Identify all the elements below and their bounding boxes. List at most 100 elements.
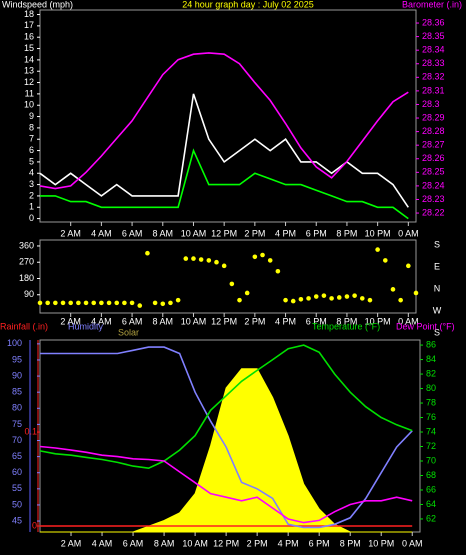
x-tick-label: 2 PM <box>247 538 268 548</box>
x-tick-label: 2 AM <box>60 228 81 238</box>
y-tick-label: 90 <box>24 289 34 299</box>
y2-tick-label: 28.32 <box>422 72 445 82</box>
x-tick-label: 6 PM <box>306 228 327 238</box>
y-tick-label: 14 <box>24 54 34 64</box>
series-line <box>40 346 413 529</box>
y-tick-label: 60 <box>12 467 22 477</box>
direction-point <box>175 297 181 303</box>
direction-point <box>352 293 357 298</box>
x-tick-label: 8 PM <box>340 538 361 548</box>
y2-tick-label: 74 <box>426 426 436 436</box>
series-line <box>39 93 409 208</box>
y-tick-label: 360 <box>19 240 34 250</box>
direction-point <box>375 247 380 252</box>
direction-point <box>290 298 296 304</box>
x-tick-label: 0 AM <box>398 228 419 238</box>
y-tick-label: 270 <box>19 257 34 267</box>
y-tick-label: 180 <box>19 273 34 283</box>
direction-point <box>191 256 196 261</box>
y2-tick-label: 68 <box>426 470 436 480</box>
direction-point <box>398 297 403 303</box>
y-tick-label: 70 <box>12 435 22 445</box>
x-tick-label: 8 AM <box>153 228 174 238</box>
direction-point <box>298 296 304 302</box>
direction-point <box>122 300 127 306</box>
series-line <box>40 148 409 220</box>
y-tick-label: 1 <box>29 202 34 212</box>
direction-point <box>152 300 158 306</box>
direction-point <box>221 263 227 269</box>
y-tick-label: 4 <box>29 168 34 178</box>
y-tick-label: 8 <box>29 122 34 132</box>
x-tick-label: 8 AM <box>153 316 174 326</box>
direction-point <box>244 290 250 296</box>
direction-point <box>306 296 311 301</box>
direction-point <box>229 281 235 287</box>
series-line <box>39 52 409 190</box>
x-tick-label: 12 PM <box>211 316 237 326</box>
y2-tick-label: 84 <box>426 354 436 364</box>
y-tick-label: 9 <box>29 111 34 121</box>
series-line <box>39 344 413 470</box>
y-tick-label: 80 <box>12 403 22 413</box>
y2-tick-label: 28.36 <box>422 17 445 27</box>
y3-tick-label: 0.1 <box>24 426 37 436</box>
y-tick-label: 6 <box>29 145 34 155</box>
y2-tick-label: 28.28 <box>422 126 445 136</box>
legend-entry: Temperature (°F) <box>312 321 380 331</box>
direction-point <box>114 300 120 306</box>
y2-tick-label: 28.35 <box>422 31 445 41</box>
direction-point <box>45 300 50 306</box>
direction-point <box>53 300 58 306</box>
y-tick-label: 85 <box>12 387 22 397</box>
direction-point <box>83 300 89 306</box>
x-tick-label: 4 AM <box>91 316 112 326</box>
y-tick-label: 100 <box>7 338 22 348</box>
y2-tick-label: 28.29 <box>422 112 445 122</box>
direction-point <box>91 300 97 306</box>
y-tick-label: 3 <box>29 179 34 189</box>
y-tick-label: 55 <box>12 483 22 493</box>
direction-point <box>367 297 373 303</box>
x-tick-label: 2 PM <box>244 316 265 326</box>
direction-point <box>344 294 350 299</box>
direction-point <box>275 268 281 274</box>
y-tick-label: 65 <box>12 451 22 461</box>
direction-point <box>198 257 204 262</box>
y2-tick-label: 78 <box>426 397 436 407</box>
chart-title: 24 hour graph day : July 02 2025 <box>182 0 314 9</box>
legend-entry: Solar <box>118 327 139 337</box>
compass-label: S <box>434 327 440 337</box>
legend-entry: Dew Point (°F) <box>396 321 455 331</box>
x-tick-label: 2 PM <box>244 228 265 238</box>
x-tick-label: 8 PM <box>336 228 357 238</box>
x-tick-label: 6 PM <box>306 316 327 326</box>
direction-point <box>329 296 334 301</box>
x-tick-label: 4 PM <box>278 538 299 548</box>
x-tick-label: 4 AM <box>92 538 113 548</box>
y2-tick-label: 72 <box>426 441 436 451</box>
direction-point <box>237 297 242 303</box>
x-tick-label: 10 PM <box>365 316 391 326</box>
x-tick-label: 6 AM <box>122 316 143 326</box>
x-tick-label: 10 AM <box>182 538 208 548</box>
direction-point <box>168 300 173 306</box>
y3-tick-label: 0 <box>32 520 37 530</box>
direction-point <box>252 254 258 260</box>
direction-point <box>390 287 396 292</box>
y2-tick-label: 28.3 <box>422 99 440 109</box>
y-tick-label: 2 <box>29 190 34 200</box>
y-axis-title: Windspeed (mph) <box>2 0 73 9</box>
direction-point <box>183 256 189 261</box>
x-tick-label: 12 PM <box>211 228 237 238</box>
y2-axis-title: Barometer (.in) <box>402 0 462 9</box>
y-tick-label: 75 <box>12 419 22 429</box>
y2-tick-label: 28.27 <box>422 140 445 150</box>
x-tick-label: 6 AM <box>122 228 143 238</box>
direction-point <box>359 296 365 301</box>
y-tick-label: 18 <box>24 9 34 19</box>
x-tick-label: 4 PM <box>275 228 296 238</box>
y2-tick-label: 80 <box>426 383 436 393</box>
direction-point <box>336 295 342 300</box>
